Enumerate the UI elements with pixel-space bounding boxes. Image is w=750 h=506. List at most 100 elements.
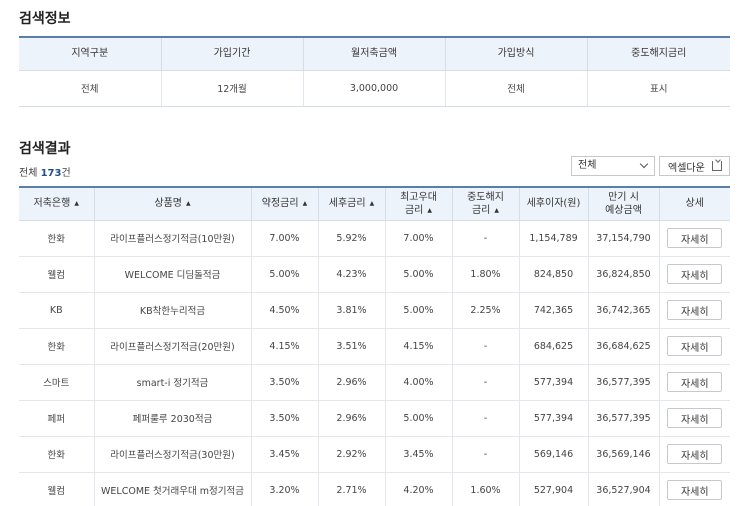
cell-detail: 자세히 [658, 472, 730, 506]
result-count: 전체 173건 [19, 164, 71, 179]
cell-after-tax: 4.23% [317, 256, 385, 293]
table-row: 페퍼 페퍼룰루 2030적금 3.50% 2.96% 5.00% -577,394 36,5… [19, 400, 730, 437]
cell-product: KB착한누리적금 [93, 292, 251, 329]
detail-button[interactable]: 자세히 [667, 336, 723, 356]
results-title: 검색결과 [19, 141, 71, 157]
cell-after-tax: 3.51% [317, 328, 385, 365]
excel-download-button[interactable]: 엑셀다운 [659, 156, 730, 176]
count-prefix: 전체 [19, 168, 41, 179]
sort-up-icon: ▲ [74, 200, 79, 208]
info-header-period: 가입기간 [160, 37, 303, 71]
sort-header-early-rate[interactable]: 중도해지 금리 ▲ [451, 187, 519, 221]
cell-bank: 한화 [19, 436, 94, 473]
cell-early-rate: - [451, 400, 519, 437]
detail-button[interactable]: 자세히 [667, 300, 723, 320]
cell-detail: 자세히 [658, 364, 730, 401]
info-value-monthly-amount: 3,000,000 [302, 70, 445, 107]
info-header-monthly-amount: 월저축금액 [302, 37, 445, 71]
cell-interest: 742,365 [518, 292, 588, 329]
sort-up-icon: ▲ [427, 206, 433, 214]
cell-interest: 577,394 [518, 364, 588, 401]
info-header-early-rate: 중도해지금리 [586, 37, 730, 71]
cell-rate: 7.00% [250, 220, 318, 257]
table-row: 한화 라이프플러스정기적금(30만원) 3.45% 2.92% 3.45% -569,14… [19, 436, 730, 473]
cell-interest: 1,154,789 [518, 220, 588, 257]
cell-maturity: 36,742,365 [587, 292, 659, 329]
detail-button[interactable]: 자세히 [667, 228, 723, 248]
search-info-title: 검색정보 [19, 11, 71, 27]
sort-header-after-tax[interactable]: 세후금리 ▲ [317, 187, 385, 221]
cell-after-tax: 2.96% [317, 364, 385, 401]
cell-detail: 자세히 [658, 292, 730, 329]
cell-bank: 한화 [19, 328, 94, 365]
header-label: 금리 [471, 204, 491, 216]
info-header-join-method: 가입방식 [444, 37, 587, 71]
cell-product: WELCOME 첫거래우대 m정기적금 [93, 472, 251, 506]
header-label: 세후금리 [328, 198, 366, 210]
sort-header-max-rate[interactable]: 최고우대 금리 ▲ [384, 187, 452, 221]
cell-detail: 자세히 [658, 220, 730, 257]
cell-rate: 3.50% [250, 364, 318, 401]
cell-maturity: 36,569,146 [587, 436, 659, 473]
table-row: 한화 라이프플러스정기적금(20만원) 4.15% 3.51% 4.15% -684,62… [19, 328, 730, 365]
cell-after-tax: 5.92% [317, 220, 385, 257]
cell-detail: 자세히 [658, 400, 730, 437]
table-row: 웰컴 WELCOME 디딤돌적금 5.00% 4.23% 5.00% 1.80% 824,8… [19, 256, 730, 293]
sort-up-icon: ▲ [302, 200, 308, 208]
sort-header-bank[interactable]: 저축은행 ▲ [19, 187, 94, 221]
cell-maturity: 36,577,395 [587, 400, 659, 437]
results-table: 저축은행 ▲ 상품명 ▲ 약정금리 ▲ 세후금리 ▲ 최고우대 금리 ▲ 중도해지 금리 ▲ 세… [19, 186, 730, 506]
sort-header-product[interactable]: 상품명 ▲ [93, 187, 251, 221]
table-row: 스마트 smart-i 정기적금 3.50% 2.96% 4.00% -577,394 36… [19, 364, 730, 401]
detail-button[interactable]: 자세히 [667, 264, 723, 284]
sort-up-icon: ▲ [185, 200, 191, 208]
table-row: 한화 라이프플러스정기적금(10만원) 7.00% 5.92% 7.00% -1,154,… [19, 220, 730, 257]
header-maturity: 만기 시 예상금액 [587, 187, 659, 221]
table-row: KB KB착한누리적금 4.50% 3.81% 5.00% 2.25% 742,365 36,… [19, 292, 730, 329]
info-header-region: 지역구분 [19, 37, 161, 71]
cell-after-tax: 2.71% [317, 472, 385, 506]
cell-after-tax: 2.96% [317, 400, 385, 437]
table-row: 웰컴 WELCOME 첫거래우대 m정기적금 3.20% 2.71% 4.20% 1.60… [19, 472, 730, 506]
cell-bank: 웰컴 [19, 472, 94, 506]
info-value-join-method: 전체 [444, 70, 587, 107]
detail-button[interactable]: 자세히 [667, 408, 723, 428]
cell-rate: 4.50% [250, 292, 318, 329]
filter-value: 전체 [578, 160, 597, 171]
results-body: 한화 라이프플러스정기적금(10만원) 7.00% 5.92% 7.00% -1,154,… [19, 220, 730, 506]
cell-max-rate: 3.45% [384, 436, 452, 473]
info-value-early-rate: 표시 [586, 70, 730, 107]
cell-max-rate: 5.00% [384, 292, 452, 329]
header-label: 만기 시 [608, 191, 639, 203]
cell-bank: KB [19, 292, 94, 329]
detail-button[interactable]: 자세히 [667, 480, 723, 500]
cell-early-rate: - [451, 220, 519, 257]
cell-early-rate: 2.25% [451, 292, 519, 329]
cell-detail: 자세히 [658, 256, 730, 293]
cell-early-rate: 1.80% [451, 256, 519, 293]
region-filter-select[interactable]: 전체 [571, 156, 655, 176]
sort-header-rate[interactable]: 약정금리 ▲ [250, 187, 318, 221]
cell-bank: 페퍼 [19, 400, 94, 437]
cell-product: 라이프플러스정기적금(30만원) [93, 436, 251, 473]
header-interest: 세후이자(원) [518, 187, 588, 221]
cell-max-rate: 5.00% [384, 256, 452, 293]
cell-max-rate: 4.20% [384, 472, 452, 506]
cell-detail: 자세히 [658, 328, 730, 365]
cell-bank: 웰컴 [19, 256, 94, 293]
search-info-table: 지역구분 가입기간 월저축금액 가입방식 중도해지금리 전체 12개월 3,00… [19, 36, 730, 107]
sort-up-icon: ▲ [369, 200, 375, 208]
cell-product: WELCOME 디딤돌적금 [93, 256, 251, 293]
cell-after-tax: 3.81% [317, 292, 385, 329]
cell-max-rate: 4.15% [384, 328, 452, 365]
header-label: 예상금액 [605, 204, 642, 216]
cell-rate: 4.15% [250, 328, 318, 365]
cell-maturity: 36,684,625 [587, 328, 659, 365]
cell-detail: 자세히 [658, 436, 730, 473]
cell-max-rate: 7.00% [384, 220, 452, 257]
detail-button[interactable]: 자세히 [667, 372, 723, 392]
chevron-down-icon [639, 159, 649, 169]
cell-early-rate: - [451, 328, 519, 365]
cell-maturity: 37,154,790 [587, 220, 659, 257]
detail-button[interactable]: 자세히 [667, 444, 723, 464]
